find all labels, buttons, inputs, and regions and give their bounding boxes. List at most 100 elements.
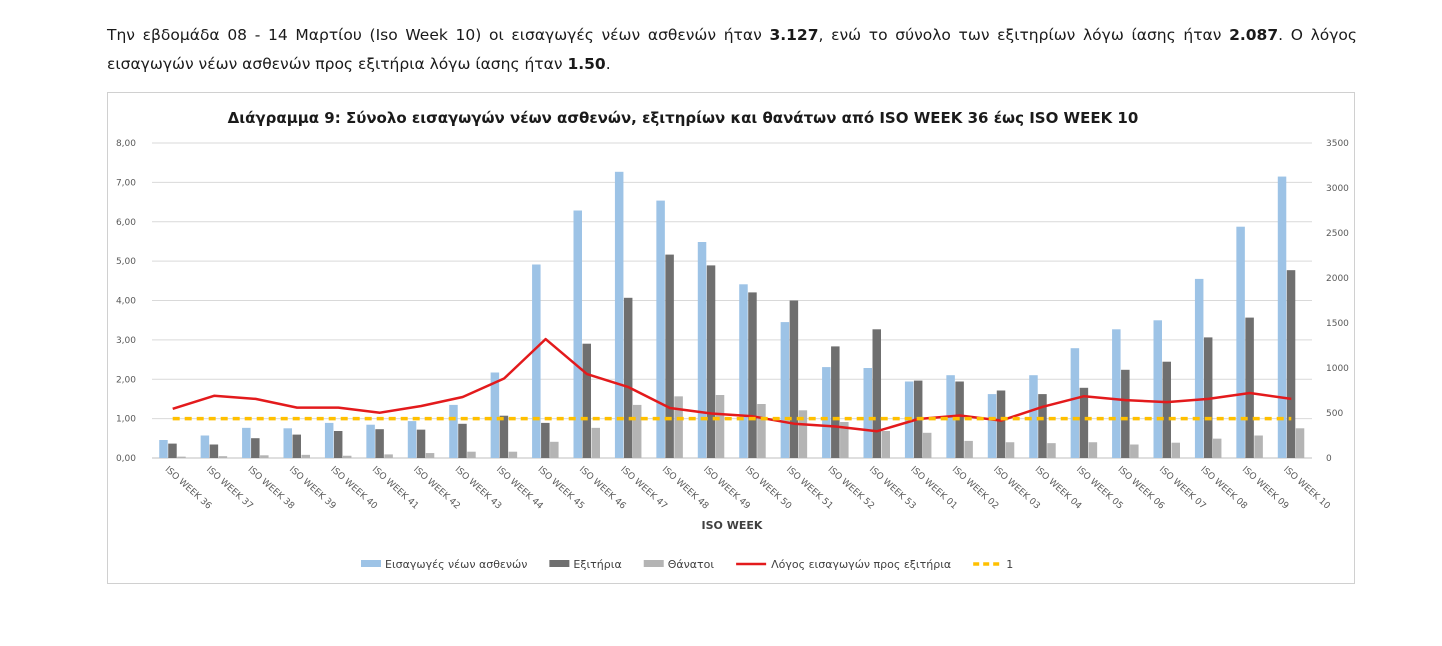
legend-label: Εισαγωγές νέων ασθενών [385,558,527,571]
bar [706,265,716,458]
discharges-value: 2.087 [1229,26,1279,44]
bar [881,431,890,458]
bar [1286,270,1296,458]
legend-label: Εξιτήρια [573,558,621,571]
bar [798,410,808,458]
bar [251,438,260,458]
bar [333,431,343,458]
bar [1212,438,1222,458]
chart-svg: Διάγραμμα 9: Σύνολο εισαγωγών νέων ασθεν… [116,109,1349,571]
bar [1121,369,1130,458]
intro-paragraph: Την εβδομάδα 08 - 14 Μαρτίου (Iso Week 1… [107,21,1357,79]
right-tick-label: 1500 [1326,319,1349,329]
bar [1047,443,1056,458]
bar [573,210,582,458]
legend-swatch [361,560,381,567]
grid-lines [152,142,1312,459]
bar [1088,442,1098,458]
bar [748,292,757,458]
bar [532,264,541,458]
bar [366,424,375,458]
bar [1029,375,1038,458]
bar [541,422,550,458]
left-axis-ticks: 0,00 1,00 2,00 3,00 4,00 5,00 6,00 7,00 8,00 [116,139,136,464]
bar [550,441,559,458]
bar [674,396,683,458]
line-series [172,337,1292,433]
bar [840,422,849,458]
bar [416,429,426,458]
legend-label: 1 [1006,558,1013,571]
legend-label: Λόγος εισαγωγών προς εξιτήρια [771,558,951,571]
ratio-value: 1.50 [567,55,606,73]
bar [789,300,799,458]
bar [1295,428,1305,458]
bar [739,284,748,458]
x-axis-title: ISO WEEK [702,519,763,532]
left-tick-label: 3,00 [116,336,136,346]
bar [863,368,872,458]
right-tick-label: 2000 [1326,274,1349,284]
ratio-line [172,337,1292,433]
left-tick-label: 4,00 [116,297,136,307]
bar [665,254,674,458]
left-tick-label: 1,00 [116,415,136,425]
bar [632,404,642,458]
bar [1254,435,1263,458]
legend-swatch [643,560,664,567]
bar [490,372,500,458]
bar [177,456,186,458]
paragraph-text-3: . Ο λόγος εισαγωγών νέων ασθενών προς εξ… [107,26,1358,73]
chart-container: Διάγραμμα 9: Σύνολο εισαγωγών νέων ασθεν… [107,92,1355,584]
right-tick-label: 3000 [1326,184,1349,194]
bar [996,390,1006,458]
left-tick-label: 5,00 [116,257,136,267]
bar [301,454,310,458]
bar [715,395,725,458]
bar [822,367,831,458]
bar [1162,361,1171,458]
left-tick-label: 2,00 [116,375,136,385]
right-axis-ticks: 0 500 1000 1500 2000 2500 3000 3500 [1326,139,1349,464]
bar [922,432,932,458]
bar [283,428,292,458]
chart-title: Διάγραμμα 9: Σύνολο εισαγωγών νέων ασθεν… [228,109,1139,127]
bar [407,421,417,458]
bar [1236,226,1245,458]
paragraph-text-4: . [605,55,611,73]
right-tick-label: 1000 [1326,364,1349,374]
bar [1038,394,1047,458]
bar [1277,176,1287,458]
left-tick-label: 7,00 [116,178,136,188]
left-tick-label: 6,00 [116,218,136,228]
bar [1070,348,1080,458]
bar [260,455,269,458]
bar [449,404,458,458]
admissions-value: 3.127 [769,26,819,44]
bar [1153,320,1162,458]
bar [964,440,973,458]
bar [872,329,881,458]
bar [200,435,210,458]
bar [384,454,393,458]
legend-swatch [549,560,570,567]
right-tick-label: 2500 [1326,229,1349,239]
legend-label: Θάνατοι [668,558,715,571]
bar [342,455,352,458]
left-tick-label: 0,00 [116,454,136,464]
bar [499,415,509,458]
bar [757,404,766,458]
paragraph-text-2: , ενώ το σύνολο των εξιτηρίων λόγω ίασης… [818,26,1230,44]
bar [467,451,476,458]
bar [458,423,467,458]
bar [159,440,168,458]
bar [780,322,790,458]
bar [218,456,228,458]
right-tick-label: 500 [1326,409,1343,419]
bar [1079,387,1089,458]
bar [242,427,251,458]
paragraph-text-1: Την εβδομάδα 08 - 14 Μαρτίου (Iso Week 1… [107,26,770,44]
bar [591,427,600,458]
bar [375,429,384,458]
